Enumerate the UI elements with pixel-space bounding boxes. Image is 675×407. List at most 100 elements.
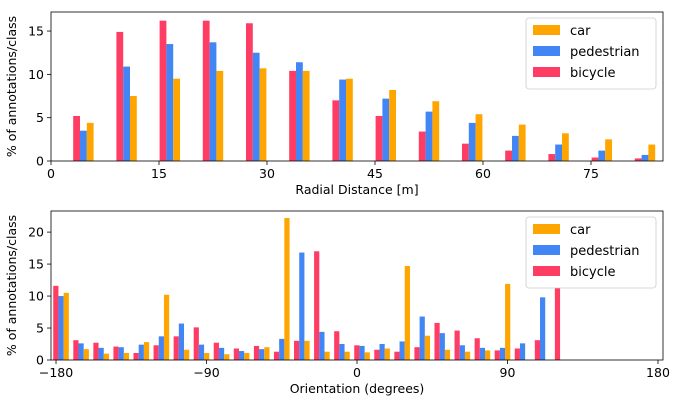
- bar-car: [324, 351, 330, 360]
- bar-bicycle: [548, 154, 556, 161]
- x-tick-label: 90: [500, 365, 516, 380]
- bar-pedestrian: [138, 344, 144, 360]
- bar-pedestrian: [419, 316, 425, 360]
- bar-car: [259, 68, 267, 161]
- y-tick-label: 0: [36, 353, 44, 368]
- bar-bicycle: [116, 31, 124, 161]
- legend-label-bicycle: bicycle: [570, 265, 615, 280]
- y-tick-label: 0: [36, 154, 44, 169]
- bar-pedestrian: [218, 347, 225, 360]
- bar-car: [264, 347, 270, 360]
- bar-car: [184, 349, 190, 360]
- bar-car: [244, 352, 250, 360]
- y-axis-label: % of annotations/class: [4, 16, 19, 157]
- bar-car: [143, 342, 150, 360]
- bar-pedestrian: [379, 344, 385, 360]
- bar-pedestrian: [80, 130, 87, 161]
- bar-car: [364, 352, 370, 360]
- bar-car: [173, 78, 180, 161]
- bar-bicycle: [294, 340, 300, 360]
- bar-car: [163, 294, 170, 360]
- bar-bicycle: [334, 331, 340, 360]
- bar-car: [424, 335, 431, 360]
- bar-car: [605, 139, 612, 161]
- y-tick-label: 5: [36, 110, 44, 125]
- bar-pedestrian: [299, 252, 305, 360]
- bar-car: [304, 340, 310, 360]
- bar-bicycle: [494, 350, 500, 360]
- bar-car: [464, 351, 471, 360]
- bar-pedestrian: [468, 122, 476, 161]
- y-tick-label: 5: [36, 321, 44, 336]
- bar-pedestrian: [259, 349, 265, 360]
- bar-bicycle: [113, 346, 119, 360]
- bar-bicycle: [332, 100, 340, 161]
- bar-pedestrian: [319, 331, 325, 360]
- bar-bicycle: [374, 349, 380, 360]
- bar-car: [346, 78, 353, 161]
- bar-car: [432, 101, 440, 161]
- bar-pedestrian: [382, 98, 390, 161]
- bar-car: [130, 96, 137, 161]
- bar-car: [302, 70, 310, 161]
- x-tick-label: 75: [583, 166, 599, 181]
- bar-bicycle: [213, 342, 219, 360]
- bar-bicycle: [273, 351, 280, 360]
- bar-car: [224, 354, 230, 360]
- chart-panel-2: −180 −90 0 90 180 0 5 10 15 20 Orientation (degree…: [4, 210, 670, 396]
- bar-bicycle: [434, 322, 440, 360]
- x-tick-label: 30: [259, 166, 275, 181]
- bar-pedestrian: [555, 144, 562, 161]
- y-tick-label: 20: [28, 225, 44, 240]
- bar-bicycle: [93, 342, 99, 360]
- bar-car: [384, 348, 390, 360]
- bar-pedestrian: [425, 111, 433, 161]
- legend: car pedestrian bicycle: [525, 17, 657, 90]
- bar-bicycle: [394, 351, 400, 360]
- bar-pedestrian: [296, 62, 303, 161]
- bar-bicycle: [354, 345, 360, 360]
- bar-car: [204, 352, 210, 360]
- legend-label-bicycle: bicycle: [570, 66, 615, 81]
- x-tick-label: 0: [47, 166, 55, 181]
- chart-panel-1: 0 15 30 45 60 75 0 5 10 15 Radial Distance [m] % of…: [4, 11, 664, 197]
- bar-bicycle: [454, 330, 460, 360]
- bar-pedestrian: [479, 347, 486, 360]
- bar-pedestrian: [158, 336, 164, 360]
- bar-pedestrian: [641, 154, 649, 161]
- bar-pedestrian: [459, 345, 465, 360]
- x-tick-label: 0: [353, 365, 361, 380]
- bar-bicycle: [375, 115, 383, 161]
- bar-pedestrian: [512, 135, 519, 161]
- legend-label-car: car: [570, 223, 591, 238]
- bar-car: [562, 133, 569, 161]
- bar-bicycle: [554, 287, 561, 360]
- y-tick-label: 15: [28, 257, 44, 272]
- bar-car: [444, 349, 451, 360]
- bar-bicycle: [634, 158, 642, 161]
- bar-pedestrian: [123, 66, 130, 161]
- bar-pedestrian: [118, 347, 124, 360]
- bar-car: [518, 124, 526, 161]
- legend-swatch-pedestrian: [533, 245, 560, 255]
- y-tick-label: 10: [28, 289, 44, 304]
- bar-pedestrian: [519, 343, 526, 360]
- bar-pedestrian: [540, 297, 546, 360]
- bar-car: [404, 266, 410, 360]
- bar-pedestrian: [58, 296, 64, 360]
- bar-pedestrian: [98, 347, 104, 360]
- legend: car pedestrian bicycle: [525, 216, 657, 289]
- bar-car: [505, 283, 511, 360]
- bars-group: [53, 218, 561, 360]
- bar-bicycle: [202, 20, 210, 161]
- x-tick-label: 60: [475, 166, 491, 181]
- axes-frame: [50, 11, 664, 162]
- bar-bicycle: [173, 336, 179, 360]
- bar-pedestrian: [499, 347, 506, 360]
- bar-pedestrian: [252, 52, 260, 161]
- bars-group: [73, 20, 656, 161]
- bar-bicycle: [246, 23, 253, 161]
- bar-car: [648, 144, 656, 161]
- legend-label-pedestrian: pedestrian: [570, 244, 640, 259]
